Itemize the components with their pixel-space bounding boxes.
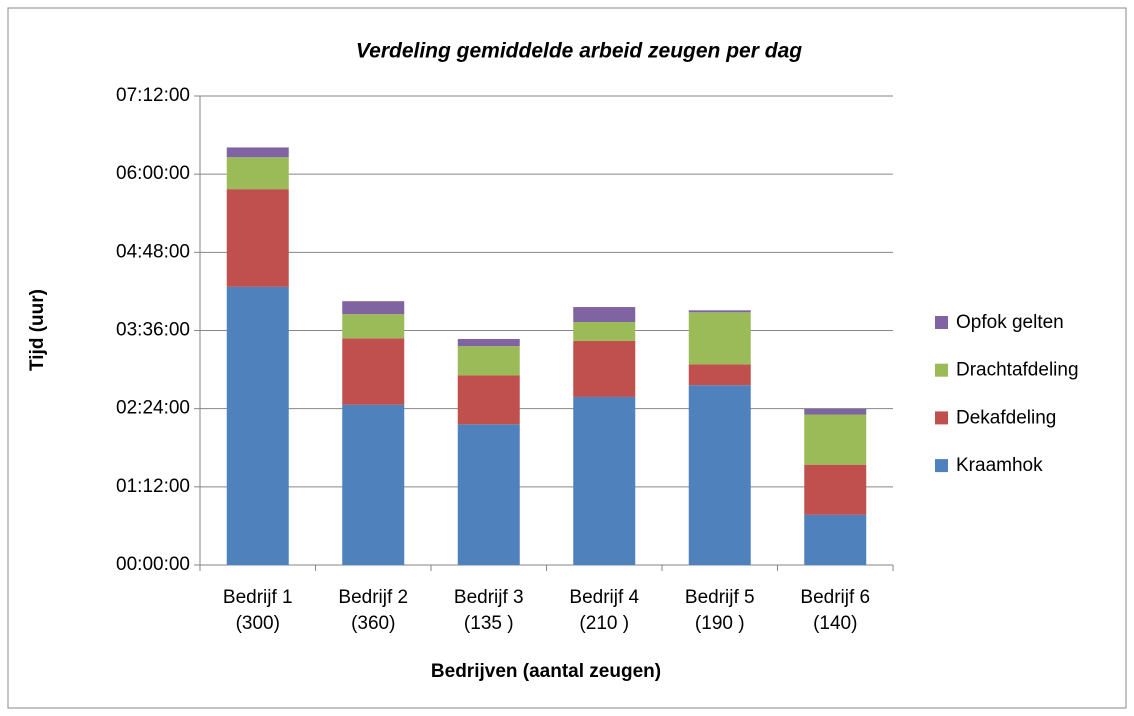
bar-segment [342, 338, 405, 405]
chart-title: Verdeling gemiddelde arbeid zeugen per d… [356, 40, 802, 63]
x-tick-label: Bedrijf 6 (140) [800, 587, 871, 634]
bar-segment [457, 424, 520, 565]
bar-segment [342, 404, 405, 565]
y-tick-label: 07:12:00 [116, 85, 190, 106]
bar-segment [688, 312, 751, 365]
bar-segment [342, 301, 405, 315]
legend-label: Drachtafdeling [956, 360, 1079, 381]
legend-swatch [935, 459, 948, 473]
x-tick-label: Bedrijf 5 (190 ) [684, 587, 755, 634]
x-tick-label: Bedrijf 2 (360) [338, 587, 409, 634]
bar-segment [804, 408, 867, 415]
legend-swatch [935, 316, 948, 329]
legend-swatch [935, 363, 948, 377]
bar-segment [573, 322, 636, 341]
bar-segment [226, 157, 289, 190]
bar-segment [226, 286, 289, 565]
x-tick-label: Bedrijf 4 (210 ) [569, 587, 640, 634]
bar-segment [226, 189, 289, 287]
bar-segment [342, 314, 405, 339]
bar-segment [573, 307, 636, 323]
y-tick-label: 01:12:00 [116, 476, 190, 497]
x-tick-label: Bedrijf 3 (135 ) [453, 587, 524, 634]
legend-label: Dekafdeling [956, 407, 1056, 428]
y-tick-label: 04:48:00 [116, 241, 190, 262]
y-tick-label: 00:00:00 [116, 554, 190, 575]
y-tick-label: 06:00:00 [116, 163, 190, 184]
bar-segment [804, 514, 867, 565]
bar-segment [226, 147, 289, 158]
y-axis-title: Tijd (uur) [27, 289, 48, 371]
bar-segment [688, 310, 751, 313]
chart-border [7, 7, 1127, 709]
bar-segment [457, 346, 520, 376]
bar-segment [457, 375, 520, 425]
bar-segment [573, 396, 636, 565]
x-axis-title: Bedrijven (aantal zeugen) [431, 661, 661, 682]
bar-segment [804, 414, 867, 465]
legend-label: Opfok gelten [956, 312, 1064, 333]
bar-segment [688, 364, 751, 386]
x-tick-label: Bedrijf 1 (300) [222, 587, 293, 634]
bar-segment [457, 338, 520, 347]
y-tick-label: 02:24:00 [116, 398, 190, 419]
y-tick-label: 03:36:00 [116, 320, 190, 341]
bar-segment [573, 340, 636, 397]
legend-label: Kraamhok [956, 455, 1043, 476]
legend-swatch [935, 411, 948, 425]
bar-segment [804, 464, 867, 515]
bar-segment [688, 385, 751, 565]
